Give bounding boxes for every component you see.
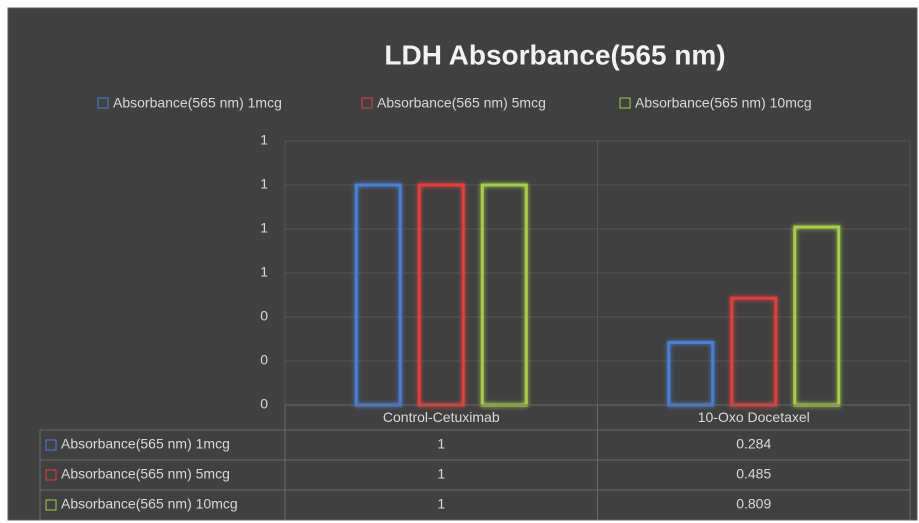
chart-title: LDH Absorbance(565 nm) [384, 39, 725, 70]
legend-swatch [97, 97, 109, 109]
y-tick-label: 1 [260, 220, 268, 236]
y-tick-label: 0 [260, 308, 268, 324]
table-legend-swatch [45, 499, 57, 511]
table-cell: 1 [437, 496, 445, 512]
table-row-label: Absorbance(565 nm) 10mcg [61, 496, 238, 512]
x-tick-label: Control-Cetuximab [383, 409, 500, 425]
table-cell: 0.809 [736, 496, 771, 512]
table-cell: 0.284 [736, 436, 771, 452]
legend-label: Absorbance(565 nm) 1mcg [113, 95, 282, 111]
table-row-label: Absorbance(565 nm) 1mcg [61, 436, 230, 452]
table-cell: 0.485 [736, 466, 771, 482]
table-cell: 1 [437, 466, 445, 482]
y-tick-label: 1 [260, 264, 268, 280]
legend-swatch [361, 97, 373, 109]
table-legend-swatch [45, 469, 57, 481]
table-row-label: Absorbance(565 nm) 5mcg [61, 466, 230, 482]
y-tick-label: 1 [260, 132, 268, 148]
legend-label: Absorbance(565 nm) 5mcg [377, 95, 546, 111]
y-tick-label: 0 [260, 396, 268, 412]
legend-label: Absorbance(565 nm) 10mcg [635, 95, 812, 111]
y-tick-label: 0 [260, 352, 268, 368]
y-tick-label: 1 [260, 176, 268, 192]
legend-swatch [619, 97, 631, 109]
x-tick-label: 10-Oxo Docetaxel [698, 409, 810, 425]
table-legend-swatch [45, 439, 57, 451]
table-cell: 1 [437, 436, 445, 452]
